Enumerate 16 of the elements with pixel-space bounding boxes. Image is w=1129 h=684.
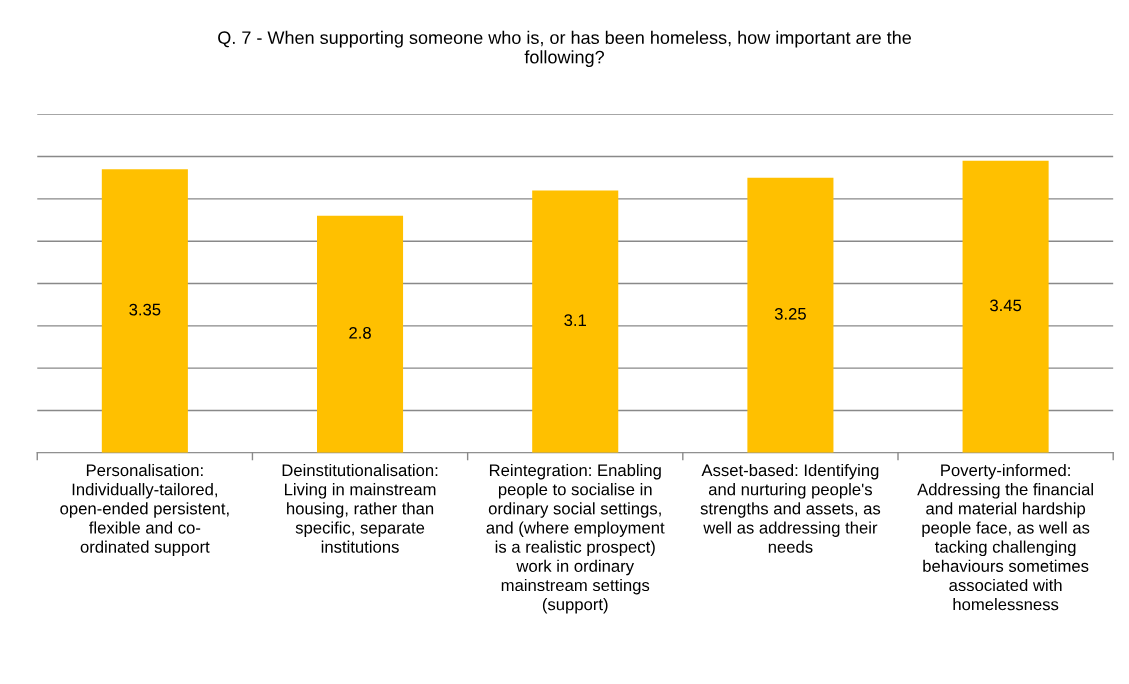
data-label: 3.35 (129, 303, 161, 316)
data-label: 3.1 (564, 314, 586, 327)
x-tick-label: Reintegration: Enabling people to socialise in ordinary social settings, and (where employment is a realistic prospect) work in ordinary mainstream settings (support) (486, 463, 665, 614)
bar (317, 215, 404, 453)
data-label: 3.45 (990, 299, 1022, 312)
bar (101, 169, 188, 453)
x-tick-label: Poverty-informed: Addressing the financial and material hardship people face, as well as tacking challenging behaviours sometimes associated with homelessness (917, 463, 1093, 611)
bar (962, 160, 1049, 453)
bar (532, 190, 619, 453)
bar (747, 177, 834, 453)
chart-title: Q. 7 - When supporting someone who is, or has been homeless, how important are the following? (218, 30, 911, 68)
x-tick-label: Deinstitutionalisation: Living in mainstream housing, rather than specific, separate institutions (282, 463, 438, 553)
x-tick-label: Asset-based: Identifying and nurturing people's strengths and assets, as well as addressing their needs (700, 463, 881, 553)
data-label: 3.25 (774, 307, 806, 320)
x-tick-label: Personalisation: Individually-tailored, open-ended persistent, flexible and co- ordinated support (60, 463, 229, 557)
data-label: 2.8 (349, 326, 371, 339)
